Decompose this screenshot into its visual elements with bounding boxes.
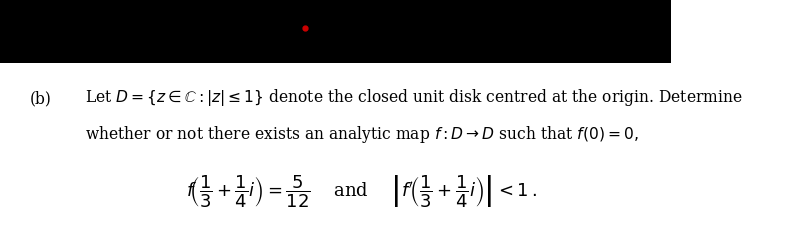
Text: $f\!\left(\dfrac{1}{3}+\dfrac{1}{4}i\right) = \dfrac{5}{12}$    and    $\left|f': $f\!\left(\dfrac{1}{3}+\dfrac{1}{4}i\rig… bbox=[185, 172, 537, 208]
Text: whether or not there exists an analytic map $f: D \rightarrow D$ such that $f(0): whether or not there exists an analytic … bbox=[85, 124, 638, 144]
Text: Let $D = \{z \in \mathbb{C} : |z| \leq 1\}$ denote the closed unit disk centred : Let $D = \{z \in \mathbb{C} : |z| \leq 1… bbox=[85, 87, 743, 108]
Bar bbox=[0, 0, 671, 64]
Text: (b): (b) bbox=[30, 90, 52, 107]
